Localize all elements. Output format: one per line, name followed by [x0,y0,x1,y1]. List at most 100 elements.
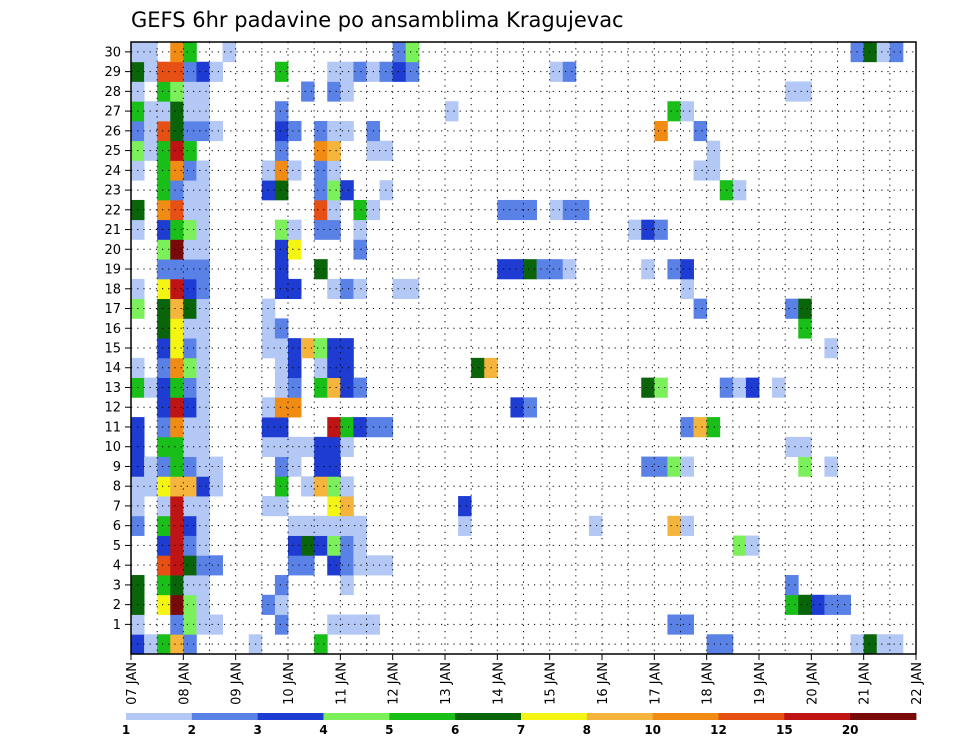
heatmap-cell [327,180,341,201]
heatmap-cell [314,377,328,398]
heatmap-cell [144,634,158,655]
heatmap-cell [353,239,367,260]
heatmap-cell [327,278,341,300]
heatmap-cell [680,515,694,536]
y-axis-ticks: 1234567891011121314151617181920212223242… [104,45,131,633]
heatmap-cell [327,199,341,221]
heatmap-cell [157,535,171,556]
x-tick-label: 07 JAN [125,662,140,705]
heatmap-cell [183,101,197,122]
colorbar-label: 5 [385,723,393,737]
heatmap-cell [170,180,184,201]
heatmap-cell [667,456,681,477]
heatmap-cell [222,42,237,63]
y-tick-label: 8 [113,480,121,495]
heatmap-cell [209,476,223,497]
heatmap-cell [824,594,838,615]
heatmap-cell [680,614,694,635]
heatmap-cell [274,278,289,300]
heatmap-cell [693,298,708,319]
colorbar-label: 3 [253,723,261,737]
heatmap-cell [196,397,210,418]
heatmap-cell [157,338,171,359]
heatmap-cell [170,436,184,457]
heatmap-cell [340,61,354,82]
heatmap-cell [157,101,171,122]
heatmap-cell [170,357,184,379]
heatmap-cell [549,259,564,280]
y-tick-label: 22 [104,203,121,218]
heatmap-cell [288,436,302,457]
heatmap-cell [654,456,668,477]
heatmap-cell [327,496,341,517]
heatmap-cell [157,397,171,418]
y-tick-label: 11 [104,420,121,435]
heatmap-cell [510,397,524,418]
heatmap-cell [340,575,354,596]
heatmap-cell [667,259,681,280]
heatmap-cell [157,594,171,615]
heatmap-cell [798,318,812,339]
heatmap-cell [745,377,760,398]
heatmap-cell [353,417,367,438]
y-tick-label: 16 [104,322,121,337]
heatmap-cell [654,377,668,398]
heatmap-cell [353,515,367,536]
heatmap-cell [628,219,642,240]
heatmap-cell [170,456,184,477]
heatmap-cell [706,634,721,655]
heatmap-cell [170,42,184,63]
heatmap-cell [876,42,891,63]
heatmap-cell [340,496,354,517]
y-tick-label: 7 [113,499,121,514]
heatmap-cell [314,476,328,497]
heatmap-cell [196,357,210,379]
colorbar-swatch [850,713,917,720]
heatmap-cell [196,575,210,596]
heatmap-cell [157,199,171,221]
heatmap-cell [706,140,721,161]
heatmap-cell [301,81,315,102]
heatmap-cell [314,259,328,280]
heatmap-cell [183,417,197,438]
heatmap-cell [641,377,655,398]
y-tick-label: 18 [104,282,121,297]
x-tick-label: 09 JAN [230,662,245,705]
colorbar-label: 2 [188,723,196,737]
heatmap-cell [274,417,289,438]
heatmap-cell [353,199,367,221]
x-tick-label: 20 JAN [805,662,820,705]
heatmap-cell [405,42,420,63]
heatmap-cell [301,476,315,497]
heatmap-cell [170,81,184,102]
heatmap-cell [170,476,184,497]
heatmap-cell [798,594,812,615]
heatmap-cell [170,594,184,615]
heatmap-cell [157,219,171,240]
heatmap-cell [288,120,302,142]
heatmap-cell [889,634,904,655]
x-tick-label: 19 JAN [753,662,768,705]
heatmap-cell [157,318,171,339]
heatmap-cell [641,259,655,280]
heatmap-cell [196,259,210,280]
heatmap-cell [183,338,197,359]
y-tick-label: 26 [104,124,121,139]
heatmap-cell [170,496,184,517]
y-tick-label: 20 [104,243,121,258]
heatmap-cell [170,101,184,122]
heatmap-cell [170,219,184,240]
heatmap-cell [183,614,197,635]
heatmap-cell [196,436,210,457]
heatmap-cell [196,318,210,339]
heatmap-cell [824,338,838,359]
heatmap-cell [641,219,655,240]
heatmap-cell [196,120,210,142]
heatmap-cell [314,160,328,181]
heatmap-cell [353,535,367,556]
heatmap-cell [549,199,564,221]
heatmap-cell [445,101,459,122]
plot-frame [130,41,917,655]
chart-title: GEFS 6hr padavine po ansamblima Kragujev… [131,8,624,32]
